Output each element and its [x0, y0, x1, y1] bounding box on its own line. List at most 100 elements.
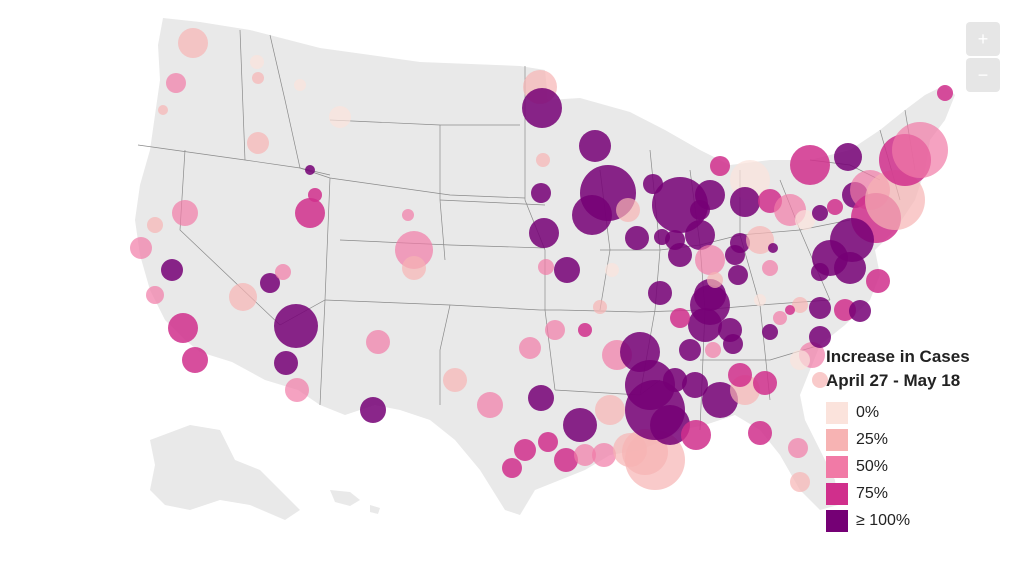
county-bubble[interactable] — [247, 132, 269, 154]
county-bubble[interactable] — [572, 195, 612, 235]
county-bubble[interactable] — [402, 256, 426, 280]
county-bubble[interactable] — [790, 350, 810, 370]
county-bubble[interactable] — [705, 342, 721, 358]
county-bubble[interactable] — [650, 405, 690, 445]
county-bubble[interactable] — [538, 432, 558, 452]
county-bubble[interactable] — [178, 28, 208, 58]
county-bubble[interactable] — [305, 165, 315, 175]
county-bubble[interactable] — [360, 397, 386, 423]
county-bubble[interactable] — [443, 368, 467, 392]
county-bubble[interactable] — [554, 257, 580, 283]
county-bubble[interactable] — [578, 323, 592, 337]
county-bubble[interactable] — [402, 209, 414, 221]
county-bubble[interactable] — [670, 308, 690, 328]
county-bubble[interactable] — [812, 205, 828, 221]
county-bubble[interactable] — [563, 408, 597, 442]
county-bubble[interactable] — [522, 88, 562, 128]
county-bubble[interactable] — [502, 458, 522, 478]
county-bubble[interactable] — [668, 243, 692, 267]
county-bubble[interactable] — [762, 260, 778, 276]
zoom-out-button[interactable]: − — [966, 58, 1000, 92]
county-bubble[interactable] — [748, 421, 772, 445]
county-bubble[interactable] — [790, 145, 830, 185]
county-bubble[interactable] — [274, 351, 298, 375]
county-bubble[interactable] — [593, 300, 607, 314]
zoom-in-button[interactable]: + — [966, 22, 1000, 56]
county-bubble[interactable] — [395, 231, 433, 269]
county-bubble[interactable] — [366, 330, 390, 354]
county-bubble[interactable] — [595, 395, 625, 425]
county-bubble[interactable] — [182, 347, 208, 373]
county-bubble[interactable] — [274, 304, 318, 348]
county-bubble[interactable] — [605, 263, 619, 277]
county-bubble[interactable] — [746, 226, 774, 254]
county-bubble[interactable] — [682, 372, 708, 398]
county-bubble[interactable] — [768, 243, 778, 253]
county-bubble[interactable] — [275, 264, 291, 280]
county-bubble[interactable] — [679, 339, 701, 361]
county-bubble[interactable] — [710, 156, 730, 176]
county-bubble[interactable] — [592, 443, 616, 467]
county-bubble[interactable] — [788, 438, 808, 458]
county-bubble[interactable] — [827, 199, 843, 215]
county-bubble[interactable] — [754, 294, 766, 306]
county-bubble[interactable] — [158, 105, 168, 115]
county-bubble[interactable] — [685, 220, 715, 250]
county-bubble[interactable] — [790, 472, 810, 492]
county-bubble[interactable] — [648, 281, 672, 305]
county-bubble[interactable] — [161, 259, 183, 281]
county-bubble[interactable] — [849, 300, 871, 322]
county-bubble[interactable] — [574, 444, 596, 466]
county-bubble[interactable] — [690, 200, 710, 220]
county-bubble[interactable] — [762, 324, 778, 340]
county-bubble[interactable] — [937, 85, 953, 101]
county-bubble[interactable] — [809, 326, 831, 348]
county-bubble[interactable] — [812, 372, 828, 388]
county-bubble[interactable] — [702, 382, 738, 418]
county-bubble[interactable] — [834, 252, 866, 284]
county-bubble[interactable] — [514, 439, 536, 461]
county-bubble[interactable] — [834, 143, 862, 171]
county-bubble[interactable] — [168, 313, 198, 343]
county-bubble[interactable] — [892, 122, 948, 178]
county-bubble[interactable] — [172, 200, 198, 226]
county-bubble[interactable] — [792, 297, 808, 313]
county-bubble[interactable] — [477, 392, 503, 418]
county-bubble[interactable] — [688, 308, 722, 342]
county-bubble[interactable] — [329, 106, 351, 128]
county-bubble[interactable] — [554, 448, 578, 472]
county-bubble[interactable] — [773, 311, 787, 325]
county-bubble[interactable] — [579, 130, 611, 162]
county-bubble[interactable] — [795, 210, 815, 230]
county-bubble[interactable] — [260, 273, 280, 293]
county-bubble[interactable] — [538, 259, 554, 275]
county-bubble[interactable] — [730, 233, 750, 253]
county-bubble[interactable] — [545, 320, 565, 340]
county-bubble[interactable] — [663, 368, 687, 392]
county-bubble[interactable] — [229, 283, 257, 311]
county-bubble[interactable] — [536, 153, 550, 167]
county-bubble[interactable] — [707, 272, 723, 288]
county-bubble[interactable] — [250, 55, 264, 69]
county-bubble[interactable] — [166, 73, 186, 93]
county-bubble[interactable] — [652, 177, 708, 233]
county-bubble[interactable] — [528, 385, 554, 411]
county-bubble[interactable] — [866, 269, 890, 293]
county-bubble[interactable] — [625, 226, 649, 250]
county-bubble[interactable] — [147, 217, 163, 233]
county-bubble[interactable] — [285, 378, 309, 402]
county-bubble[interactable] — [728, 363, 752, 387]
county-bubble[interactable] — [616, 198, 640, 222]
county-bubble[interactable] — [809, 297, 831, 319]
county-bubble[interactable] — [529, 218, 559, 248]
county-bubble[interactable] — [730, 187, 760, 217]
county-bubble[interactable] — [695, 245, 725, 275]
county-bubble[interactable] — [295, 198, 325, 228]
county-bubble[interactable] — [723, 334, 743, 354]
county-bubble[interactable] — [785, 305, 795, 315]
county-bubble[interactable] — [130, 237, 152, 259]
county-bubble[interactable] — [728, 265, 748, 285]
county-bubble[interactable] — [811, 263, 829, 281]
county-bubble[interactable] — [294, 79, 306, 91]
